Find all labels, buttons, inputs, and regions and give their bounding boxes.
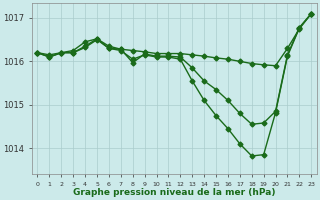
X-axis label: Graphe pression niveau de la mer (hPa): Graphe pression niveau de la mer (hPa): [73, 188, 276, 197]
